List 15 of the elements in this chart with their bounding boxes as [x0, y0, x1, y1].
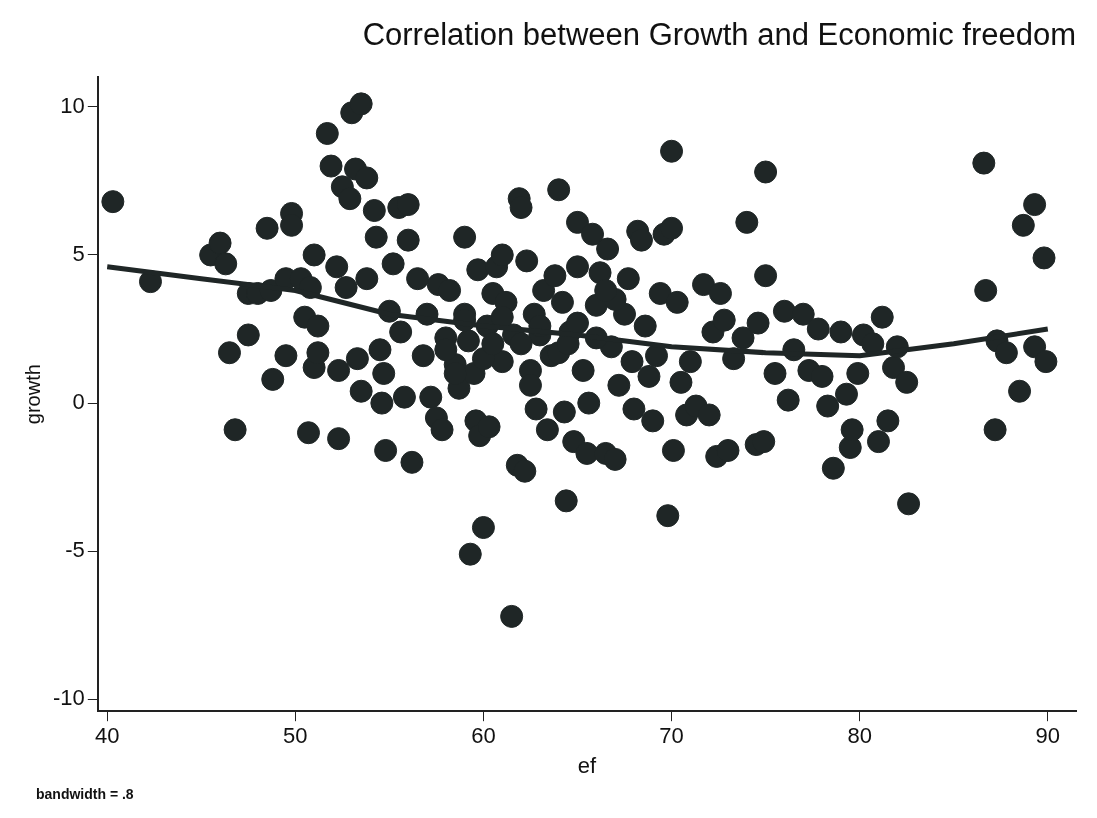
- x-tick-label: 50: [283, 723, 308, 749]
- y-tick-label: 5: [72, 241, 85, 267]
- x-tick-label: 60: [471, 723, 496, 749]
- y-axis-title: growth: [21, 364, 44, 425]
- x-axis-title: ef: [577, 752, 597, 778]
- y-tick-label: -5: [65, 537, 85, 563]
- text: bandwidth = .8: [36, 785, 134, 802]
- y-tick-label: 0: [72, 389, 85, 415]
- chart-title: Correlation between Growth and Economic freedom: [362, 17, 1076, 53]
- x-tick-label: 40: [94, 723, 120, 749]
- y-tick-label: -10: [53, 685, 85, 711]
- x-tick-label: 70: [659, 723, 684, 749]
- x-tick-label: 80: [847, 723, 872, 749]
- x-tick-label: 90: [1035, 723, 1061, 749]
- y-tick-label: 10: [60, 92, 85, 118]
